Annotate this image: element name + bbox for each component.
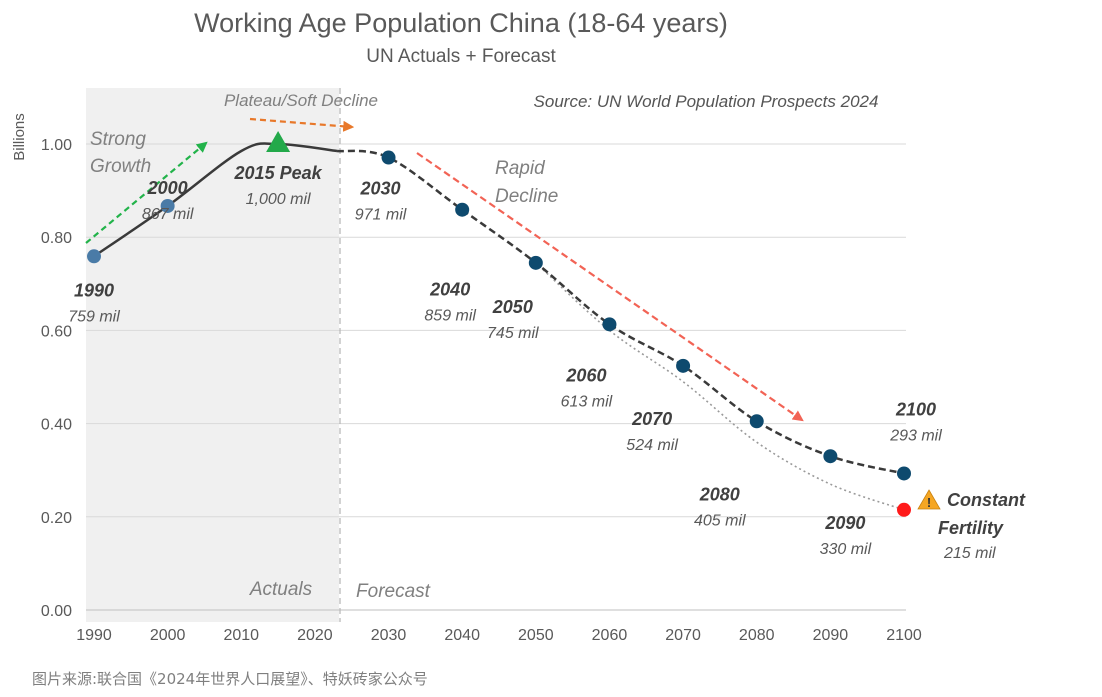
y-tick-label: 0.80: [41, 230, 72, 247]
year-label: 2050: [492, 297, 533, 317]
warning-icon: !: [917, 489, 941, 510]
strong-growth-line-1: Strong: [90, 129, 146, 150]
peak-marker: [266, 131, 291, 152]
chart-title: Working Age Population China (18-64 year…: [194, 8, 728, 38]
value-label: 759 mil: [68, 308, 120, 325]
y-tick-label: 1.00: [41, 137, 72, 154]
forecast-line: [336, 149, 905, 475]
grid-lines: [86, 143, 906, 611]
growth-arrow: [85, 141, 208, 244]
x-tick-label: 2080: [739, 627, 775, 644]
x-tick-label: 1990: [76, 627, 112, 644]
actual-line: [93, 142, 338, 258]
strong-growth-line-2: Growth: [90, 156, 151, 177]
actuals-label: Actuals: [249, 579, 313, 600]
rapid-decline-line-1: Rapid: [495, 158, 546, 179]
value-label: 293 mil: [889, 427, 942, 444]
source-note: Source: UN World Population Prospects 20…: [534, 92, 879, 111]
data-point: [602, 317, 617, 332]
strong-growth-annotation: Strong Growth: [90, 129, 151, 177]
data-point: [87, 249, 101, 264]
data-point: [160, 198, 175, 213]
constant-fertility-value: 215 mil: [943, 545, 996, 562]
data-markers: [87, 131, 911, 517]
value-label: 330 mil: [820, 541, 872, 558]
year-label: 2040: [429, 280, 470, 300]
y-tick-label: 0.40: [41, 417, 72, 434]
constant-fertility-line-1: Constant: [947, 490, 1026, 510]
x-tick-label: 2020: [297, 627, 333, 644]
x-tick-label: 2030: [371, 627, 407, 644]
year-label: 2015 Peak: [234, 163, 323, 183]
x-tick-label: 2040: [444, 627, 480, 644]
year-label: 2090: [824, 513, 865, 533]
value-label: 524 mil: [626, 437, 678, 454]
constant-fertility-line-2: Fertility: [938, 518, 1004, 538]
actuals-shade: [86, 88, 339, 622]
data-point: [749, 414, 764, 429]
data-point: [897, 466, 911, 481]
year-label: 2100: [895, 399, 936, 419]
y-axis-label: Billions: [11, 113, 28, 161]
value-label: 745 mil: [487, 325, 539, 342]
year-label: 2030: [360, 179, 401, 199]
constant-fertility-label: ! Constant Fertility 215 mil: [917, 489, 1026, 562]
plateau-annotation: Plateau/Soft Decline: [224, 91, 378, 110]
year-label: 2060: [565, 365, 606, 385]
data-point: [676, 358, 691, 373]
value-label: 613 mil: [561, 393, 613, 410]
x-tick-label: 2090: [813, 627, 849, 644]
constant-fertility-line: [535, 262, 905, 511]
data-point: [381, 150, 396, 165]
year-label: 2080: [699, 484, 740, 504]
x-tick-label: 2060: [592, 627, 628, 644]
svg-text:!: !: [927, 495, 931, 510]
value-label: 859 mil: [424, 308, 476, 325]
y-tick-label: 0.00: [41, 603, 72, 620]
y-tick-label: 0.20: [41, 510, 72, 527]
value-label: 1,000 mil: [246, 191, 311, 208]
constant-fertility-point: [897, 502, 911, 517]
year-label: 2000: [147, 178, 188, 198]
data-point: [528, 255, 543, 270]
image-source-footer: 图片来源:联合国《2024年世界人口展望》、特妖砖家公众号: [32, 670, 428, 688]
x-tick-labels: 1990 2000 2010 2020 2030 2040 2050 2060 2070 2080…: [76, 627, 922, 644]
x-tick-label: 2100: [886, 627, 922, 644]
value-label: 405 mil: [694, 512, 746, 529]
forecast-label: Forecast: [356, 581, 431, 602]
y-tick-label: 0.60: [41, 323, 72, 340]
plateau-arrow: [249, 117, 355, 132]
chart-subtitle: UN Actuals + Forecast: [366, 46, 556, 67]
x-tick-label: 2000: [150, 627, 186, 644]
x-tick-label: 2050: [518, 627, 554, 644]
year-label: 1990: [74, 280, 114, 300]
rapid-decline-annotation: Rapid Decline: [495, 158, 558, 207]
data-point: [823, 449, 838, 464]
data-point: [455, 202, 470, 217]
point-labels: 1990 759 mil 2000 867 mil 2015 Peak 1,000 mil…: [68, 163, 942, 558]
y-tick-labels: 0.00 0.20 0.40 0.60 0.80 1.00: [41, 137, 72, 620]
x-tick-label: 2010: [223, 627, 259, 644]
value-label: 867 mil: [142, 206, 194, 223]
decline-arrow: [416, 152, 804, 422]
rapid-decline-line-2: Decline: [495, 186, 558, 207]
x-tick-label: 2070: [665, 627, 701, 644]
year-label: 2070: [631, 409, 672, 429]
value-label: 971 mil: [355, 207, 407, 224]
